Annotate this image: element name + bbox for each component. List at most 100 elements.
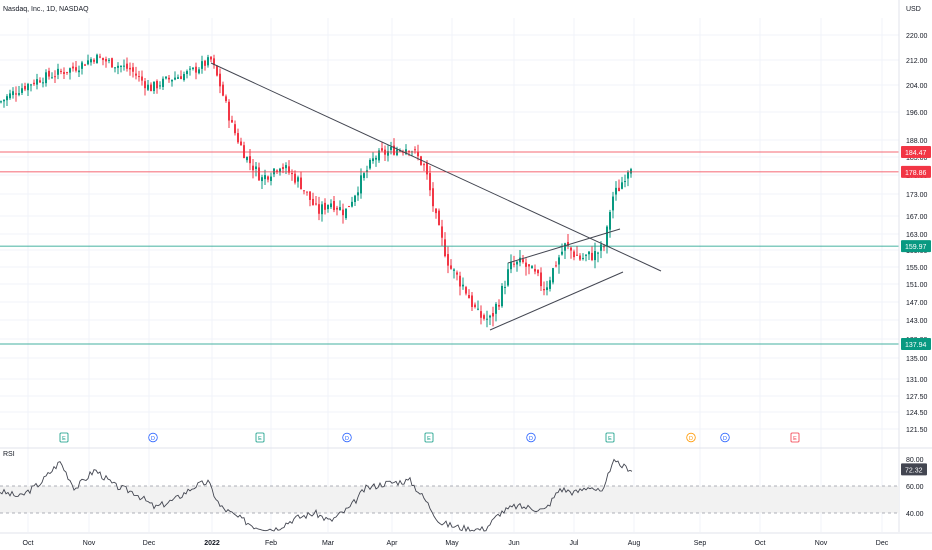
candle-body: [75, 67, 77, 71]
candle-body: [372, 158, 374, 162]
triangle-upper-line[interactable]: [507, 228, 621, 264]
candle-body: [492, 313, 494, 317]
candle-body: [186, 71, 188, 75]
price-tick-label: 127.50: [906, 394, 928, 401]
time-tick-label: Aug: [628, 540, 641, 547]
candle-body: [54, 76, 56, 78]
candle-body: [597, 252, 599, 254]
price-tick-label: 155.00: [906, 265, 928, 272]
event-marker-letter: D: [723, 436, 727, 442]
price-tick-label: 167.00: [906, 214, 928, 221]
event-marker-icon[interactable]: E: [605, 432, 615, 443]
candle-body: [222, 84, 224, 96]
triangle-lower-line[interactable]: [489, 271, 624, 331]
candle-body: [444, 239, 446, 257]
candle-body: [108, 59, 110, 61]
candle-body: [480, 311, 482, 318]
candle-body: [612, 196, 614, 211]
event-marker-icon[interactable]: D: [526, 432, 536, 443]
price-tick-label: 173.00: [906, 192, 928, 199]
candle-body: [423, 164, 425, 166]
time-tick-label: Apr: [387, 540, 399, 547]
candle-body: [237, 133, 239, 143]
candle-body: [567, 242, 569, 247]
candle-body: [312, 198, 314, 206]
candle-body: [132, 67, 134, 72]
event-marker-icon[interactable]: D: [342, 432, 352, 443]
event-marker-letter: E: [608, 436, 612, 442]
candle-body: [615, 187, 617, 195]
candlestick-series: [0, 53, 632, 328]
candle-body: [558, 257, 560, 265]
price-tick-label: 121.50: [906, 427, 928, 434]
candle-body: [348, 206, 350, 208]
candle-body: [603, 245, 605, 248]
candle-body: [588, 251, 590, 255]
price-axis[interactable]: 220.00 212.00 204.00 196.00 188.00 183.00 178.…: [901, 33, 931, 434]
price-tick-label: 196.00: [906, 110, 928, 117]
candle-body: [252, 165, 254, 171]
event-marker-icon[interactable]: E: [424, 432, 434, 443]
candle-body: [375, 157, 377, 160]
candle-body: [171, 79, 173, 82]
candle-body: [0, 101, 2, 103]
candle-body: [180, 76, 182, 80]
candle-body: [627, 172, 629, 179]
time-tick-label: Feb: [265, 540, 277, 547]
event-marker-icon[interactable]: E: [790, 432, 800, 443]
event-marker-icon[interactable]: D: [720, 432, 730, 443]
candle-body: [63, 72, 65, 74]
candle-body: [630, 169, 632, 174]
candle-body: [546, 287, 548, 291]
trend-lines[interactable]: [210, 62, 662, 331]
price-tick-label: 163.00: [906, 232, 928, 239]
event-marker-icon[interactable]: D: [686, 432, 696, 443]
candle-body: [561, 251, 563, 255]
event-marker-icon[interactable]: E: [255, 432, 265, 443]
event-marker-letter: E: [793, 436, 797, 442]
descending-trendline[interactable]: [210, 62, 662, 272]
candle-body: [18, 93, 20, 95]
price-tick-label: 183.00: [906, 155, 928, 162]
candle-body: [15, 93, 17, 95]
candle-body: [111, 58, 113, 68]
candle-body: [525, 262, 527, 267]
candle-body: [621, 182, 623, 189]
level-price-text: 159.97: [905, 244, 927, 251]
candle-body: [471, 295, 473, 307]
time-tick-label: Dec: [143, 540, 156, 547]
candle-body: [162, 78, 164, 87]
candle-body: [267, 176, 269, 180]
candle-body: [129, 67, 131, 70]
event-marker-letter: D: [345, 436, 349, 442]
candle-body: [273, 168, 275, 175]
event-marker-icon[interactable]: D: [148, 432, 158, 443]
candle-body: [189, 68, 191, 70]
candle-body: [69, 68, 71, 73]
level-price-tag: [901, 338, 931, 351]
horizontal-levels: [0, 151, 899, 345]
candle-body: [498, 304, 500, 307]
candle-body: [264, 175, 266, 180]
candle-body: [87, 60, 89, 65]
candle-body: [84, 64, 86, 66]
event-marker-icon[interactable]: E: [59, 432, 69, 443]
candle-body: [285, 165, 287, 169]
candle-body: [165, 76, 167, 79]
event-marker-letter: E: [62, 436, 66, 442]
rsi-tick-label: 80.00: [906, 457, 924, 464]
candle-body: [432, 188, 434, 207]
candle-body: [324, 202, 326, 210]
candle-body: [549, 280, 551, 289]
candle-body: [534, 268, 536, 272]
rsi-value-text: 72.32: [905, 467, 923, 474]
rsi-pane[interactable]: 80.00 60.00 40.00 72.32: [0, 457, 927, 533]
candle-body: [192, 67, 194, 70]
candle-body: [609, 212, 611, 230]
candle-body: [183, 74, 185, 81]
candle-body: [453, 269, 455, 271]
level-price-text: 137.94: [905, 342, 927, 349]
time-axis[interactable]: Oct Nov Dec 2022 Feb Mar Apr May Jun Jul Aug Sep Oct…: [0, 532, 932, 547]
